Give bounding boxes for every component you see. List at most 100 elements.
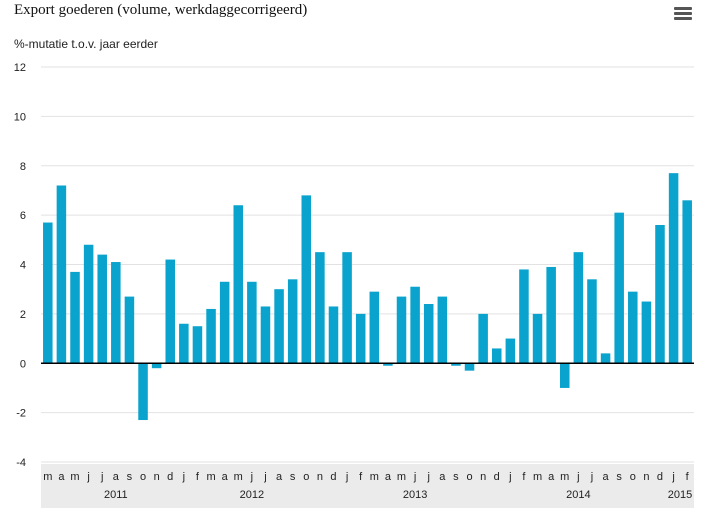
- x-tick-label: a: [113, 471, 120, 483]
- y-axis-label: %-mutatie t.o.v. jaar eerder: [14, 37, 158, 51]
- bar: [206, 308, 216, 364]
- bar: [641, 301, 652, 364]
- bar: [342, 252, 352, 364]
- y-tick-label: 6: [20, 210, 26, 222]
- x-tick-label: f: [196, 471, 200, 483]
- x-tick-label: a: [385, 471, 392, 483]
- year-label: 2013: [403, 489, 427, 501]
- x-tick-label: m: [370, 471, 379, 483]
- bar: [628, 291, 638, 364]
- bar: [56, 185, 67, 364]
- x-tick-label: s: [453, 471, 459, 483]
- bar: [519, 269, 529, 364]
- bar: [587, 279, 597, 364]
- x-tick-label: f: [522, 471, 526, 483]
- x-tick-label: d: [167, 471, 173, 483]
- bar: [655, 225, 665, 364]
- x-tick-label: m: [560, 471, 569, 483]
- x-tick-label: m: [70, 471, 79, 483]
- x-tick-label: a: [603, 471, 610, 483]
- x-tick-label: j: [86, 471, 89, 483]
- chart-title: Export goederen (volume, werkdaggecorrig…: [14, 2, 308, 18]
- bar: [410, 286, 420, 364]
- x-tick-label: j: [100, 471, 103, 483]
- x-tick-label: s: [290, 471, 296, 483]
- bar: [247, 281, 257, 364]
- x-tick-label: n: [480, 471, 486, 483]
- x-tick-label: d: [494, 471, 500, 483]
- x-tick-label: a: [548, 471, 555, 483]
- bar: [559, 363, 570, 388]
- bar: [369, 291, 380, 364]
- x-tick-label: m: [397, 471, 406, 483]
- bar: [682, 200, 692, 364]
- x-tick-label: j: [413, 471, 416, 483]
- bar: [600, 353, 611, 364]
- x-tick-label: o: [466, 471, 472, 483]
- x-tick-label: j: [590, 471, 593, 483]
- hamburger-menu-icon[interactable]: [674, 7, 692, 21]
- bar: [383, 363, 393, 366]
- bar: [70, 271, 80, 364]
- bar: [546, 266, 556, 364]
- x-tick-label: n: [317, 471, 323, 483]
- bar: [437, 296, 448, 364]
- bar: [451, 363, 461, 366]
- x-tick-label: o: [140, 471, 146, 483]
- bar: [355, 313, 366, 364]
- x-tick-label: j: [576, 471, 579, 483]
- bar: [478, 313, 488, 364]
- x-tick-label: a: [276, 471, 283, 483]
- x-tick-label: f: [359, 471, 363, 483]
- x-tick-label: j: [508, 471, 511, 483]
- bar: [165, 259, 176, 364]
- bar: [301, 195, 312, 364]
- y-tick-label: 8: [20, 161, 26, 173]
- bar: [124, 296, 135, 364]
- bar: [532, 313, 543, 364]
- x-tick-label: j: [250, 471, 253, 483]
- x-tick-label: m: [234, 471, 243, 483]
- year-label: 2011: [104, 489, 128, 501]
- bar: [573, 252, 584, 364]
- x-tick-label: s: [616, 471, 622, 483]
- x-tick-label: a: [222, 471, 229, 483]
- bar: [505, 338, 516, 364]
- y-tick-label: 12: [14, 62, 26, 74]
- x-tick-label: n: [643, 471, 649, 483]
- y-tick-label: 10: [14, 111, 26, 123]
- bar: [43, 222, 53, 364]
- bar: [179, 323, 189, 364]
- bar: [151, 363, 162, 369]
- bar: [111, 262, 121, 364]
- bar: [138, 363, 148, 421]
- y-tick-label: -2: [16, 408, 26, 420]
- x-tick-label: j: [182, 471, 185, 483]
- bar: [287, 279, 298, 364]
- bar: [274, 289, 284, 364]
- y-tick-label: 4: [20, 260, 26, 272]
- bar: [464, 363, 475, 371]
- x-tick-label: a: [439, 471, 446, 483]
- x-axis-band: [41, 464, 694, 508]
- x-tick-label: d: [657, 471, 663, 483]
- bar: [491, 348, 502, 364]
- y-tick-label: 0: [20, 358, 26, 370]
- year-label: 2015: [668, 489, 692, 501]
- bar: [614, 212, 624, 364]
- bar: [328, 306, 339, 364]
- x-tick-label: o: [303, 471, 309, 483]
- bar: [192, 326, 203, 364]
- x-tick-label: j: [263, 471, 266, 483]
- x-tick-label: j: [426, 471, 429, 483]
- x-tick-label: s: [127, 471, 133, 483]
- x-tick-label: j: [671, 471, 674, 483]
- y-tick-label: 2: [20, 309, 26, 321]
- x-tick-label: d: [330, 471, 336, 483]
- bar: [260, 306, 271, 364]
- bar: [219, 281, 230, 364]
- bar: [233, 205, 244, 364]
- bar: [423, 304, 434, 364]
- bar: [97, 254, 107, 364]
